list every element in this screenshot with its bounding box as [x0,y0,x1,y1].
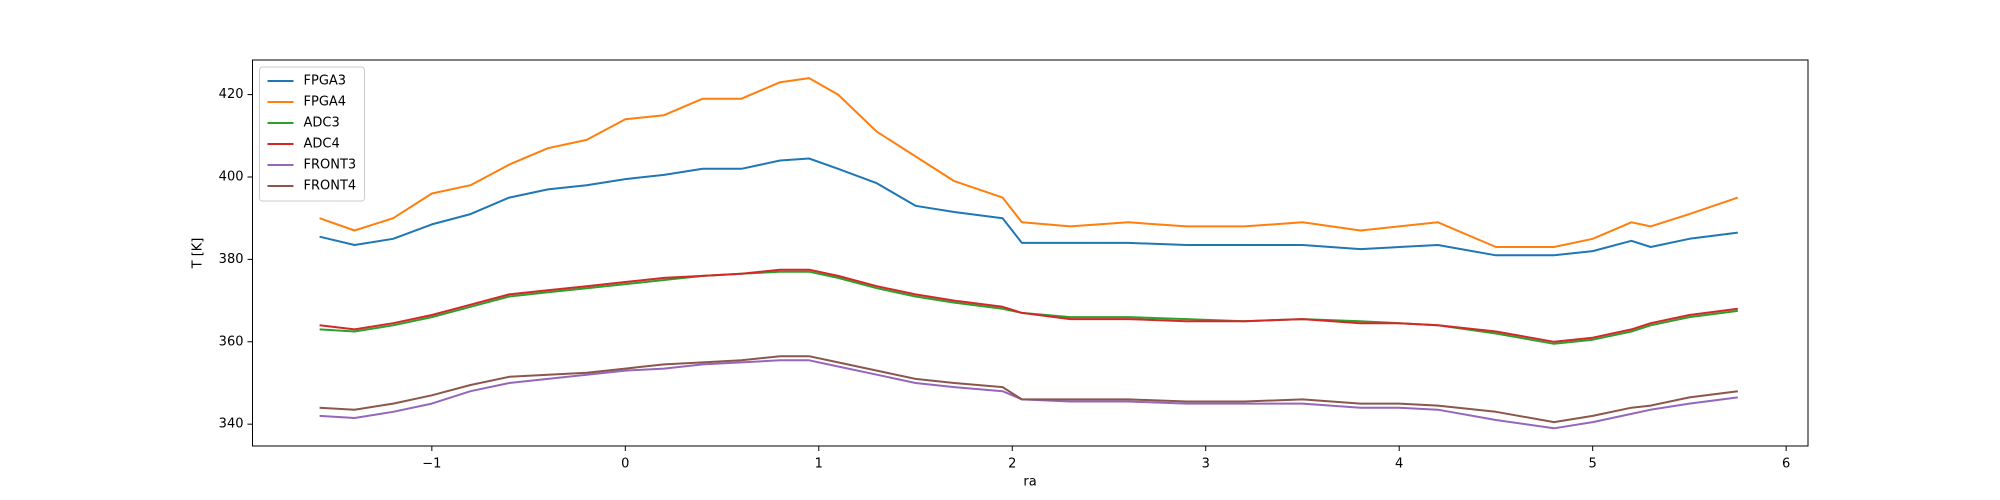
x-tick-label: 4 [1395,457,1403,472]
y-tick-label: 420 [219,87,244,102]
legend-label: FRONT4 [304,179,357,194]
legend-label: ADC3 [304,116,340,131]
y-tick-label: 340 [219,417,244,432]
x-tick-label: −1 [422,457,441,472]
x-tick-label: 0 [621,457,629,472]
series-line [319,157,1738,257]
series-line [319,355,1738,424]
x-tick-label: 6 [1782,457,1790,472]
y-tick-label: 400 [219,169,244,184]
y-tick-label: 380 [219,252,244,267]
legend-label: ADC4 [304,137,340,152]
series-line [319,270,1738,345]
series-line [319,77,1739,248]
x-axis-label: ra [1023,475,1036,490]
x-tick-label: 5 [1589,457,1597,472]
x-tick-label: 3 [1202,457,1210,472]
x-tick-label: 2 [1008,457,1016,472]
legend-label: FPGA3 [304,74,347,89]
legend-label: FPGA4 [304,95,347,110]
plot-frame [252,59,1809,447]
legend-label: FRONT3 [304,158,357,173]
y-axis-label: T [K] [191,238,206,270]
series-line [319,268,1738,343]
y-tick-label: 360 [219,334,244,349]
x-tick-label: 1 [815,457,823,472]
series-line [319,359,1738,430]
legend-box [259,66,365,202]
